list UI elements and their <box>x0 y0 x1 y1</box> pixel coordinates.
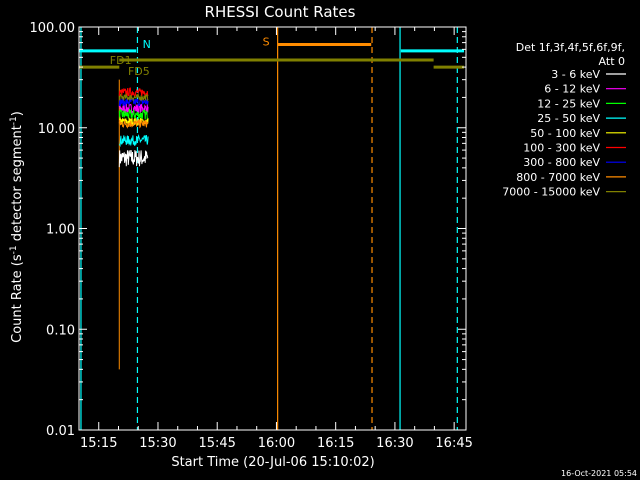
series-line <box>118 149 149 168</box>
y-tick-label: 1.00 <box>46 223 75 238</box>
legend-entry-label: 100 - 300 keV <box>523 142 600 155</box>
x-tick-label: 16:30 <box>376 436 413 451</box>
flag-label-fd5: FD5 <box>128 65 150 78</box>
y-tick-label: 10.00 <box>38 122 75 137</box>
legend-entry-label: 25 - 50 keV <box>537 112 600 125</box>
legend-entry-label: 3 - 6 keV <box>551 68 600 81</box>
x-tick-label: 15:30 <box>139 436 176 451</box>
legend-header: Att 0 <box>599 55 625 68</box>
series-line <box>118 96 149 108</box>
footer-timestamp: 16-Oct-2021 05:54 <box>561 469 637 478</box>
y-tick-label: 100.00 <box>30 21 76 36</box>
flag-label-fd1: FD1 <box>110 54 132 67</box>
legend-entry-label: 300 - 800 keV <box>523 156 600 169</box>
chart-title: RHESSI Count Rates <box>205 3 356 21</box>
legend-entry-label: 12 - 25 keV <box>537 97 600 110</box>
x-tick-label: 16:00 <box>258 436 295 451</box>
series-line <box>118 92 149 102</box>
series-line <box>118 108 149 120</box>
y-tick-label: 0.01 <box>46 424 75 439</box>
legend-entry-label: 800 - 7000 keV <box>516 171 600 184</box>
y-tick-label: 0.10 <box>46 323 75 338</box>
x-tick-label: 15:45 <box>198 436 235 451</box>
x-tick-label: 15:15 <box>80 436 117 451</box>
flag-label-n: N <box>143 38 151 51</box>
legend-header: Det 1f,3f,4f,5f,6f,9f, <box>516 41 625 54</box>
series-line <box>118 119 149 129</box>
x-tick-label: 16:45 <box>435 436 472 451</box>
series-line <box>118 86 149 97</box>
legend-entry-label: 7000 - 15000 keV <box>502 186 600 199</box>
x-axis-label: Start Time (20-Jul-06 15:10:02) <box>171 455 374 470</box>
legend-entry-label: 50 - 100 keV <box>530 127 600 140</box>
flag-label-s: S <box>263 36 270 49</box>
x-tick-label: 16:15 <box>317 436 354 451</box>
legend-entry-label: 6 - 12 keV <box>544 83 600 96</box>
series-line <box>119 133 149 148</box>
y-axis-label: Count Rate (s-1 detector segment-1) <box>9 111 25 343</box>
